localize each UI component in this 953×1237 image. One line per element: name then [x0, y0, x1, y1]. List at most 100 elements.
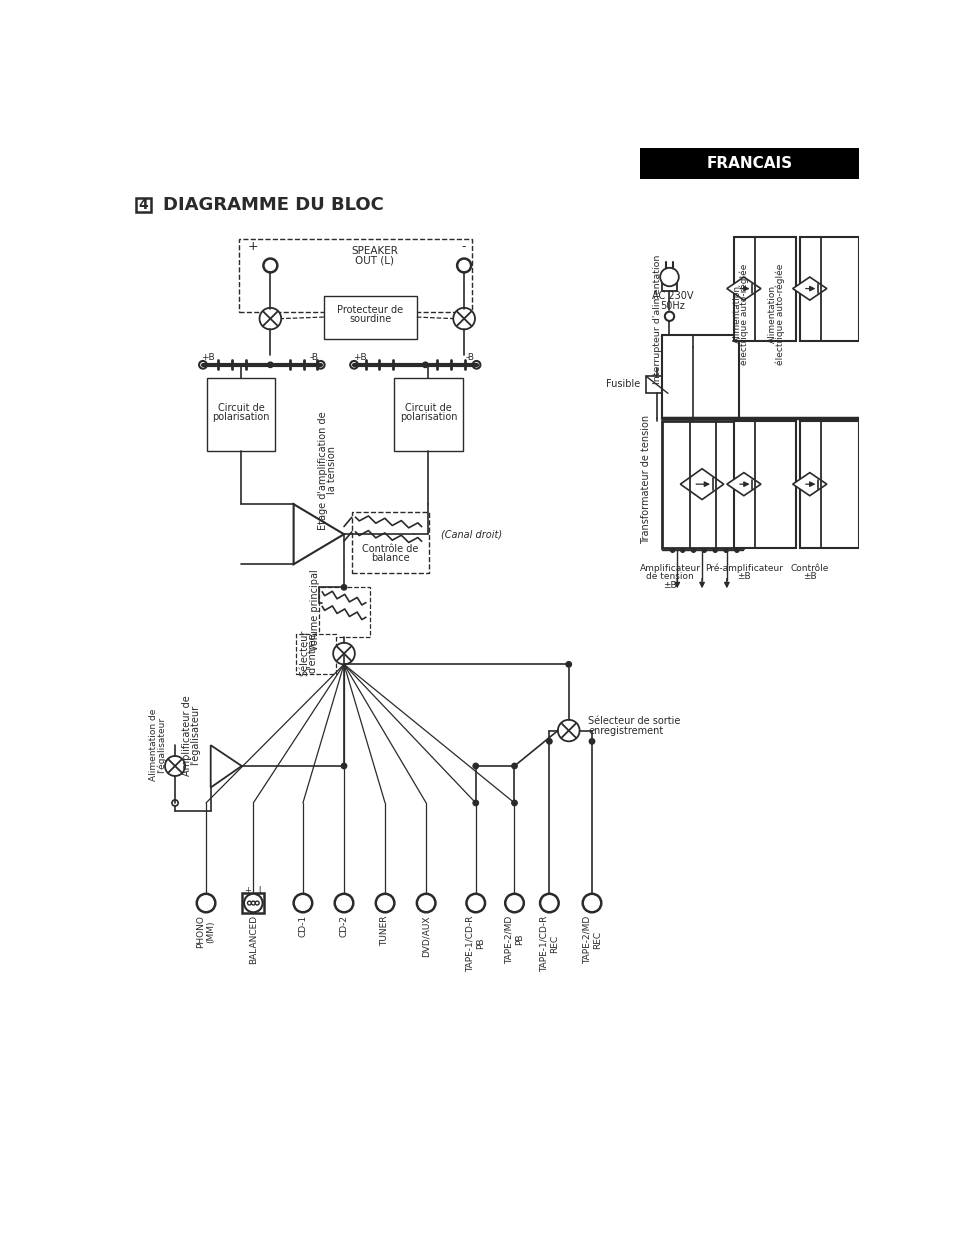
Text: TAPE-2/MD
REC: TAPE-2/MD REC	[581, 915, 601, 964]
Circle shape	[252, 901, 255, 905]
Circle shape	[582, 894, 600, 912]
Text: Pré-amplificateur: Pré-amplificateur	[704, 563, 782, 573]
Text: Contrôle de: Contrôle de	[362, 544, 418, 554]
Circle shape	[734, 548, 738, 552]
Text: TAPE-1/CD-R
PB: TAPE-1/CD-R PB	[466, 915, 485, 972]
Circle shape	[341, 763, 346, 768]
Circle shape	[664, 312, 674, 320]
Text: Circuit de: Circuit de	[217, 403, 264, 413]
Text: -: -	[461, 240, 466, 254]
Circle shape	[294, 894, 312, 912]
Circle shape	[416, 894, 435, 912]
Circle shape	[505, 894, 523, 912]
Text: Fusible: Fusible	[605, 379, 639, 390]
Polygon shape	[211, 745, 241, 788]
Text: 4: 4	[138, 198, 148, 212]
Circle shape	[670, 548, 674, 552]
Text: 50Hz: 50Hz	[659, 301, 684, 310]
Text: l: l	[258, 886, 260, 896]
Circle shape	[453, 308, 475, 329]
Bar	[207, 377, 274, 452]
Circle shape	[165, 756, 185, 776]
Bar	[799, 421, 858, 548]
Text: polarisation: polarisation	[399, 412, 456, 422]
Circle shape	[341, 585, 346, 590]
Bar	[639, 148, 858, 179]
Text: TUNER: TUNER	[380, 915, 389, 946]
Bar	[394, 377, 462, 452]
Bar	[661, 335, 739, 418]
Text: Volume principal: Volume principal	[310, 569, 320, 652]
Text: Amplificateur de: Amplificateur de	[182, 695, 193, 776]
Text: polarisation: polarisation	[212, 412, 270, 422]
Circle shape	[199, 361, 207, 369]
Text: (Canal droit): (Canal droit)	[440, 529, 501, 539]
Text: TAPE-2/MD
PB: TAPE-2/MD PB	[504, 915, 523, 964]
Text: balance: balance	[371, 553, 410, 563]
Text: TAPE-1/CD-R
REC: TAPE-1/CD-R REC	[539, 915, 558, 972]
Text: Sélecteur de sortie: Sélecteur de sortie	[587, 716, 679, 726]
Text: Interrupteur d'alimentation: Interrupteur d'alimentation	[652, 255, 661, 383]
Polygon shape	[726, 473, 760, 496]
Text: Alimentation de: Alimentation de	[149, 709, 157, 782]
Polygon shape	[726, 277, 760, 301]
Circle shape	[691, 548, 695, 552]
Text: SPEAKER: SPEAKER	[352, 246, 398, 256]
Bar	[645, 376, 667, 393]
Text: DIAGRAMME DU BLOC: DIAGRAMME DU BLOC	[162, 197, 383, 214]
Circle shape	[589, 738, 594, 743]
Text: -B: -B	[310, 354, 318, 362]
Bar	[239, 239, 472, 313]
Circle shape	[247, 901, 252, 905]
Bar	[323, 297, 416, 339]
Circle shape	[472, 361, 480, 369]
Text: enregistrement: enregistrement	[587, 726, 662, 736]
Bar	[319, 588, 369, 637]
Text: électrique auto-réglée: électrique auto-réglée	[740, 263, 749, 365]
Circle shape	[473, 800, 478, 805]
Bar	[799, 238, 858, 341]
Circle shape	[723, 548, 727, 552]
Bar	[733, 421, 795, 548]
Bar	[295, 633, 335, 674]
Text: AC 230V: AC 230V	[651, 291, 693, 302]
Bar	[242, 893, 264, 913]
Polygon shape	[792, 277, 826, 301]
Polygon shape	[792, 473, 826, 496]
Text: d'entrée: d'entrée	[307, 632, 317, 673]
Circle shape	[255, 901, 259, 905]
Text: OUT (L): OUT (L)	[355, 255, 395, 265]
Text: la tension: la tension	[326, 447, 336, 495]
Circle shape	[335, 894, 353, 912]
Text: de tension: de tension	[646, 571, 694, 581]
Circle shape	[456, 259, 471, 272]
Circle shape	[546, 738, 552, 743]
Circle shape	[333, 643, 355, 664]
Circle shape	[316, 361, 324, 369]
Circle shape	[466, 894, 484, 912]
Circle shape	[268, 362, 273, 367]
Bar	[661, 421, 742, 548]
Circle shape	[713, 548, 717, 552]
Circle shape	[558, 720, 579, 741]
Text: ±B: ±B	[802, 571, 816, 581]
Circle shape	[422, 362, 428, 367]
Bar	[352, 512, 429, 574]
Circle shape	[511, 763, 517, 768]
Text: -B: -B	[465, 354, 475, 362]
Text: Protecteur de: Protecteur de	[337, 306, 403, 315]
Bar	[136, 198, 151, 212]
Polygon shape	[294, 505, 344, 564]
Text: l'égalisateur: l'égalisateur	[190, 705, 200, 766]
Text: Etage d'amplification de: Etage d'amplification de	[317, 411, 328, 529]
Circle shape	[659, 267, 679, 286]
Text: +B: +B	[201, 354, 215, 362]
Text: FRANCAIS: FRANCAIS	[705, 156, 792, 172]
Text: sourdine: sourdine	[349, 314, 391, 324]
Polygon shape	[679, 469, 723, 500]
Text: Sélecteur: Sélecteur	[299, 630, 309, 675]
Text: l'égalisateur: l'égalisateur	[157, 717, 167, 773]
Text: Amplificateur: Amplificateur	[639, 564, 700, 573]
Text: Contrôle: Contrôle	[790, 564, 828, 573]
Bar	[733, 238, 795, 341]
